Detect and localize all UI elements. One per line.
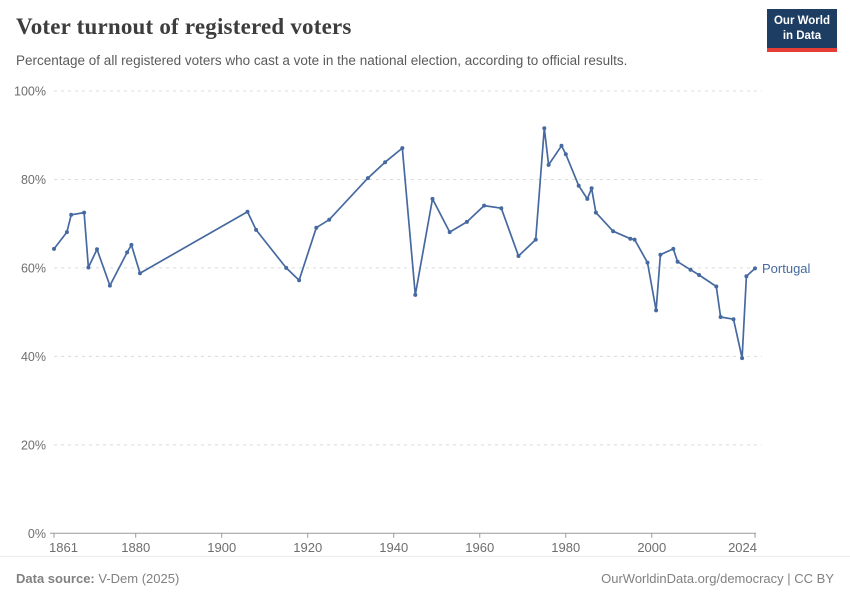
x-axis-tick-label: 2000: [637, 540, 666, 555]
data-point[interactable]: [245, 209, 250, 214]
y-axis-tick-label: 0%: [28, 527, 46, 541]
series-label-portugal[interactable]: Portugal: [762, 261, 811, 276]
x-axis-tick-label: 1960: [465, 540, 494, 555]
owid-logo-line2: in Data: [782, 29, 822, 42]
data-point[interactable]: [688, 267, 693, 272]
data-point[interactable]: [697, 273, 702, 277]
data-point[interactable]: [413, 292, 418, 297]
data-source-value: V-Dem (2025): [94, 571, 180, 586]
data-point[interactable]: [585, 196, 590, 201]
data-point[interactable]: [82, 210, 87, 215]
data-point[interactable]: [559, 143, 564, 148]
y-axis-tick-label: 20%: [21, 438, 46, 452]
chart-canvas: 0% 20% 40% 60% 80% 100% 1861 1880 1900 1920 1940 19…: [14, 85, 811, 555]
data-point[interactable]: [86, 265, 91, 270]
y-axis-tick-label: 80%: [21, 173, 46, 187]
x-axis-tick-label: 1880: [121, 540, 150, 555]
x-axis-tick-label: 2024: [728, 540, 757, 555]
data-point[interactable]: [546, 162, 551, 167]
data-point[interactable]: [499, 206, 504, 211]
data-point[interactable]: [533, 237, 538, 242]
data-point[interactable]: [383, 160, 388, 165]
data-point[interactable]: [327, 217, 332, 222]
data-point[interactable]: [447, 230, 452, 235]
data-point[interactable]: [593, 210, 598, 215]
chart-title: Voter turnout of registered voters: [16, 14, 352, 39]
data-point[interactable]: [314, 225, 319, 230]
data-point[interactable]: [64, 230, 69, 235]
line-series-portugal[interactable]: [53, 127, 756, 359]
owid-logo[interactable]: Our World in Data: [766, 9, 837, 52]
data-point[interactable]: [563, 152, 568, 157]
data-point[interactable]: [125, 250, 130, 255]
x-axis-tick-label: 1980: [551, 540, 580, 555]
y-axis-tick-label: 60%: [21, 261, 46, 275]
data-point[interactable]: [714, 284, 719, 289]
data-point[interactable]: [52, 246, 56, 251]
data-point[interactable]: [254, 227, 259, 232]
x-axis-tick-label: 1920: [293, 540, 322, 555]
data-point[interactable]: [284, 265, 289, 270]
data-point[interactable]: [589, 186, 594, 191]
data-point[interactable]: [576, 183, 581, 188]
x-axis-tick-label: 1900: [207, 540, 236, 555]
data-point[interactable]: [69, 212, 74, 217]
data-point[interactable]: [671, 246, 676, 251]
data-point[interactable]: [516, 254, 521, 258]
x-axis-tick-label: 1940: [379, 540, 408, 555]
data-point[interactable]: [628, 236, 633, 241]
data-point[interactable]: [611, 229, 616, 234]
license-text[interactable]: OurWorldinData.org/democracy | CC BY: [601, 571, 834, 586]
data-point[interactable]: [129, 242, 134, 247]
data-point[interactable]: [95, 247, 99, 252]
data-point[interactable]: [430, 196, 435, 201]
data-point[interactable]: [654, 308, 659, 313]
data-point[interactable]: [542, 126, 547, 131]
data-point[interactable]: [753, 266, 757, 271]
chart-footer: Data source: V-Dem (2025) OurWorldinData…: [0, 556, 850, 600]
data-point[interactable]: [482, 203, 487, 208]
data-point[interactable]: [632, 237, 637, 242]
data-point[interactable]: [675, 259, 680, 264]
x-axis-tick-label: 1861: [49, 540, 78, 555]
data-point[interactable]: [731, 317, 736, 322]
data-point[interactable]: [718, 315, 723, 319]
y-axis-tick-label: 100%: [14, 85, 46, 99]
data-point[interactable]: [645, 260, 650, 265]
data-point[interactable]: [744, 274, 749, 279]
data-point[interactable]: [400, 146, 405, 151]
data-point[interactable]: [740, 356, 745, 361]
data-point[interactable]: [658, 252, 663, 257]
data-source-text: Data source: V-Dem (2025): [16, 571, 179, 586]
chart-subtitle: Percentage of all registered voters who …: [16, 53, 628, 68]
owid-logo-line1: Our World: [773, 15, 830, 27]
data-point[interactable]: [365, 176, 370, 181]
data-point[interactable]: [297, 278, 302, 283]
data-point[interactable]: [107, 283, 112, 288]
data-point[interactable]: [138, 271, 142, 276]
data-source-label: Data source:: [16, 571, 95, 586]
y-axis-tick-label: 40%: [21, 350, 46, 364]
data-point[interactable]: [464, 219, 469, 224]
